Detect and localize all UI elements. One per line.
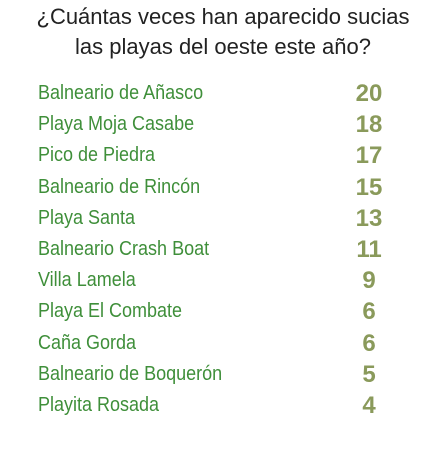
title-line-1: ¿Cuántas veces han aparecido sucias (36, 4, 410, 29)
title-line-2: las playas del oeste este año? (75, 34, 371, 59)
beach-count: 15 (355, 173, 383, 201)
beach-count: 20 (355, 80, 383, 107)
list-item: Playa El Combate 6 (0, 298, 446, 329)
beach-name: Playita Rosada (38, 393, 160, 416)
beach-count: 18 (355, 111, 383, 139)
beach-count: 9 (362, 267, 376, 295)
beach-count: 13 (355, 204, 383, 232)
beach-name: Villa Lamela (38, 269, 136, 292)
beach-name: Playa Santa (38, 206, 136, 229)
beach-count: 6 (362, 329, 376, 357)
beach-list: Balneario de Añasco 20 Playa Moja Casabe… (0, 80, 446, 423)
list-item: Balneario de Añasco 20 (0, 80, 446, 111)
list-item: Playa Santa 13 (0, 205, 446, 236)
page-title: ¿Cuántas veces han aparecido sucias las … (0, 2, 446, 62)
list-item: Villa Lamela 9 (0, 267, 446, 298)
list-item: Caña Gorda 6 (0, 330, 446, 361)
list-item: Balneario Crash Boat 11 (0, 236, 446, 267)
list-item: Balneario de Rincón 15 (0, 174, 446, 205)
beach-count: 4 (362, 391, 376, 419)
list-item: Pico de Piedra 17 (0, 142, 446, 173)
beach-count: 6 (362, 298, 376, 326)
list-item: Playa Moja Casabe 18 (0, 111, 446, 142)
beach-name: Balneario de Rincón (38, 175, 201, 198)
list-item: Balneario de Boquerón 5 (0, 361, 446, 392)
beach-name: Playa Moja Casabe (38, 113, 195, 136)
beach-name: Balneario Crash Boat (38, 237, 210, 260)
beach-name: Balneario de Añasco (38, 82, 204, 104)
beach-name: Caña Gorda (38, 331, 137, 354)
list-item: Playita Rosada 4 (0, 392, 446, 423)
beach-count: 5 (362, 360, 376, 388)
beach-name: Pico de Piedra (38, 144, 156, 167)
beach-count: 17 (355, 142, 383, 170)
beach-name: Playa El Combate (38, 300, 183, 323)
beach-count: 11 (356, 235, 382, 263)
beach-name: Balneario de Boquerón (38, 362, 223, 385)
